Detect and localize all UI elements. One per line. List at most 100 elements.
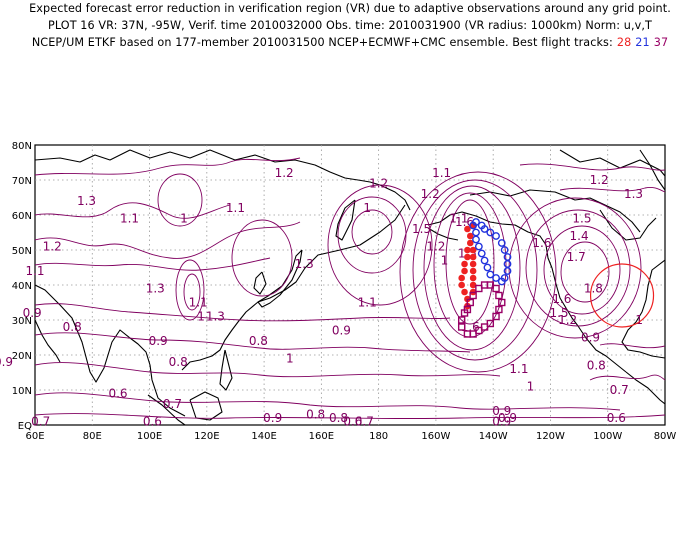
flight-tracks [457, 218, 512, 338]
contour-label: 0.6 [108, 387, 127, 401]
coastlines [35, 149, 665, 425]
contour-label: 1 [363, 201, 371, 215]
contour-line [175, 259, 205, 321]
track-legend-21: 21 [635, 36, 650, 49]
contour-line [399, 171, 557, 373]
contour-line [35, 392, 621, 411]
y-tick-label: 20N [12, 351, 32, 362]
coastline-eurasia-north [35, 149, 411, 211]
y-tick-label: 50N [12, 246, 32, 257]
contour-label: 1.1 [189, 296, 208, 310]
contour-label: 0.7 [610, 383, 629, 397]
contour-label: 0.7 [355, 415, 374, 429]
contour-label: 1.2 [421, 187, 440, 201]
coastline-india-sea [35, 284, 186, 417]
contour-labels: 1.21.31.1 11.11.21.11.31.31.211.21.11.11.… [0, 166, 643, 429]
contour-line [519, 163, 665, 171]
contour-label: 0.8 [329, 411, 348, 425]
contour-line [35, 362, 501, 378]
coastline-gulf [625, 371, 665, 405]
title-line-3-text: NCEP/UM ETKF based on 177-member 2010031… [31, 36, 613, 49]
map-grid [35, 145, 665, 425]
coastline-kamchatka [335, 199, 356, 241]
contour-label: 1.1 [226, 201, 245, 215]
track-28-point [469, 260, 477, 268]
y-tick-label: 10N [12, 386, 32, 397]
coastline-alaska [427, 211, 553, 269]
contour-line [560, 241, 610, 303]
contour-line [183, 273, 201, 311]
coastline-philippines [219, 349, 233, 391]
contour-label: 1.3 [624, 187, 643, 201]
contour-label: 0.7 [31, 415, 50, 429]
coastline-sumatra [147, 394, 186, 425]
y-tick-label: 70N [12, 176, 32, 187]
track-28-point [466, 232, 474, 240]
contour-label: 0.9 [263, 411, 282, 425]
contour-line [337, 196, 407, 274]
track-28-point [464, 246, 471, 254]
track-21-point [474, 242, 483, 251]
contour-label: 0.7 [163, 397, 182, 411]
contour-label: 0.9 [23, 306, 42, 320]
coastline-arctic-canada [469, 189, 641, 233]
track-28-point [469, 253, 477, 261]
contour-line [35, 413, 665, 420]
contour-label: 1.5 [572, 212, 591, 226]
contour-line [423, 185, 521, 351]
track-37-point [492, 312, 500, 321]
track-21-point [503, 267, 512, 275]
contour-line [327, 184, 433, 306]
track-28-point [469, 281, 477, 289]
contour-line [445, 199, 495, 325]
coastline-east-asia [181, 204, 406, 371]
coastline-aleutians [427, 227, 459, 241]
track-37-point [469, 291, 477, 300]
contour-label: 1.1 [358, 296, 377, 310]
coastline-borneo [189, 391, 223, 421]
contour-label: 1.2 [275, 166, 294, 180]
y-tick-label: 30N [12, 316, 32, 327]
contour-label: 1 [441, 254, 449, 268]
track-21-point [480, 256, 489, 265]
contour-label: 0.9 [0, 355, 13, 369]
x-tick-label: 100W [593, 431, 622, 442]
track-21-point [469, 221, 478, 230]
coastline-japan [257, 249, 303, 308]
contour-label: 1 [286, 352, 294, 366]
track-37-point [495, 291, 503, 300]
track-37-point [457, 323, 466, 331]
track-21-point [500, 246, 509, 254]
x-tick-label: 180 [369, 431, 388, 442]
track-28-point [469, 267, 477, 275]
coastline-arabia [35, 319, 61, 363]
contour-label: 1.2 [590, 173, 609, 187]
track-28-point [466, 239, 474, 247]
track-21-point [497, 277, 506, 286]
track-21-point [486, 228, 495, 237]
contour-label: 1.1 [509, 362, 528, 376]
x-tick-label: 140W [479, 431, 508, 442]
contour-label: 1.2 [558, 313, 577, 327]
contour-label: 1.7 [567, 250, 586, 264]
contour-label: 0.8 [249, 334, 268, 348]
y-axis-labels: 80N 70N 60N 50N 40N 30N 20N 10N EQ [12, 141, 32, 432]
track-21-point [472, 228, 480, 237]
track-37-point [498, 298, 506, 307]
title-block: Expected forecast error reduction in ver… [0, 0, 700, 51]
coastline-korea [253, 271, 267, 295]
contour-label: 1.2 [43, 240, 62, 254]
contour-lines [35, 157, 665, 420]
track-21-point [477, 249, 486, 258]
contour-label: 1.3 [295, 257, 314, 271]
track-legend-28: 28 [616, 36, 632, 49]
contour-label: 1.1 [449, 212, 468, 226]
track-28-point [464, 225, 471, 233]
contour-line [157, 173, 203, 227]
contour-line [351, 209, 393, 255]
coastline-greenland [639, 149, 665, 191]
coastline-east-coast [621, 259, 665, 359]
track-28-point [461, 288, 468, 296]
contour-label: 1.5 [549, 306, 568, 320]
contour-label: 0.6 [607, 411, 626, 425]
